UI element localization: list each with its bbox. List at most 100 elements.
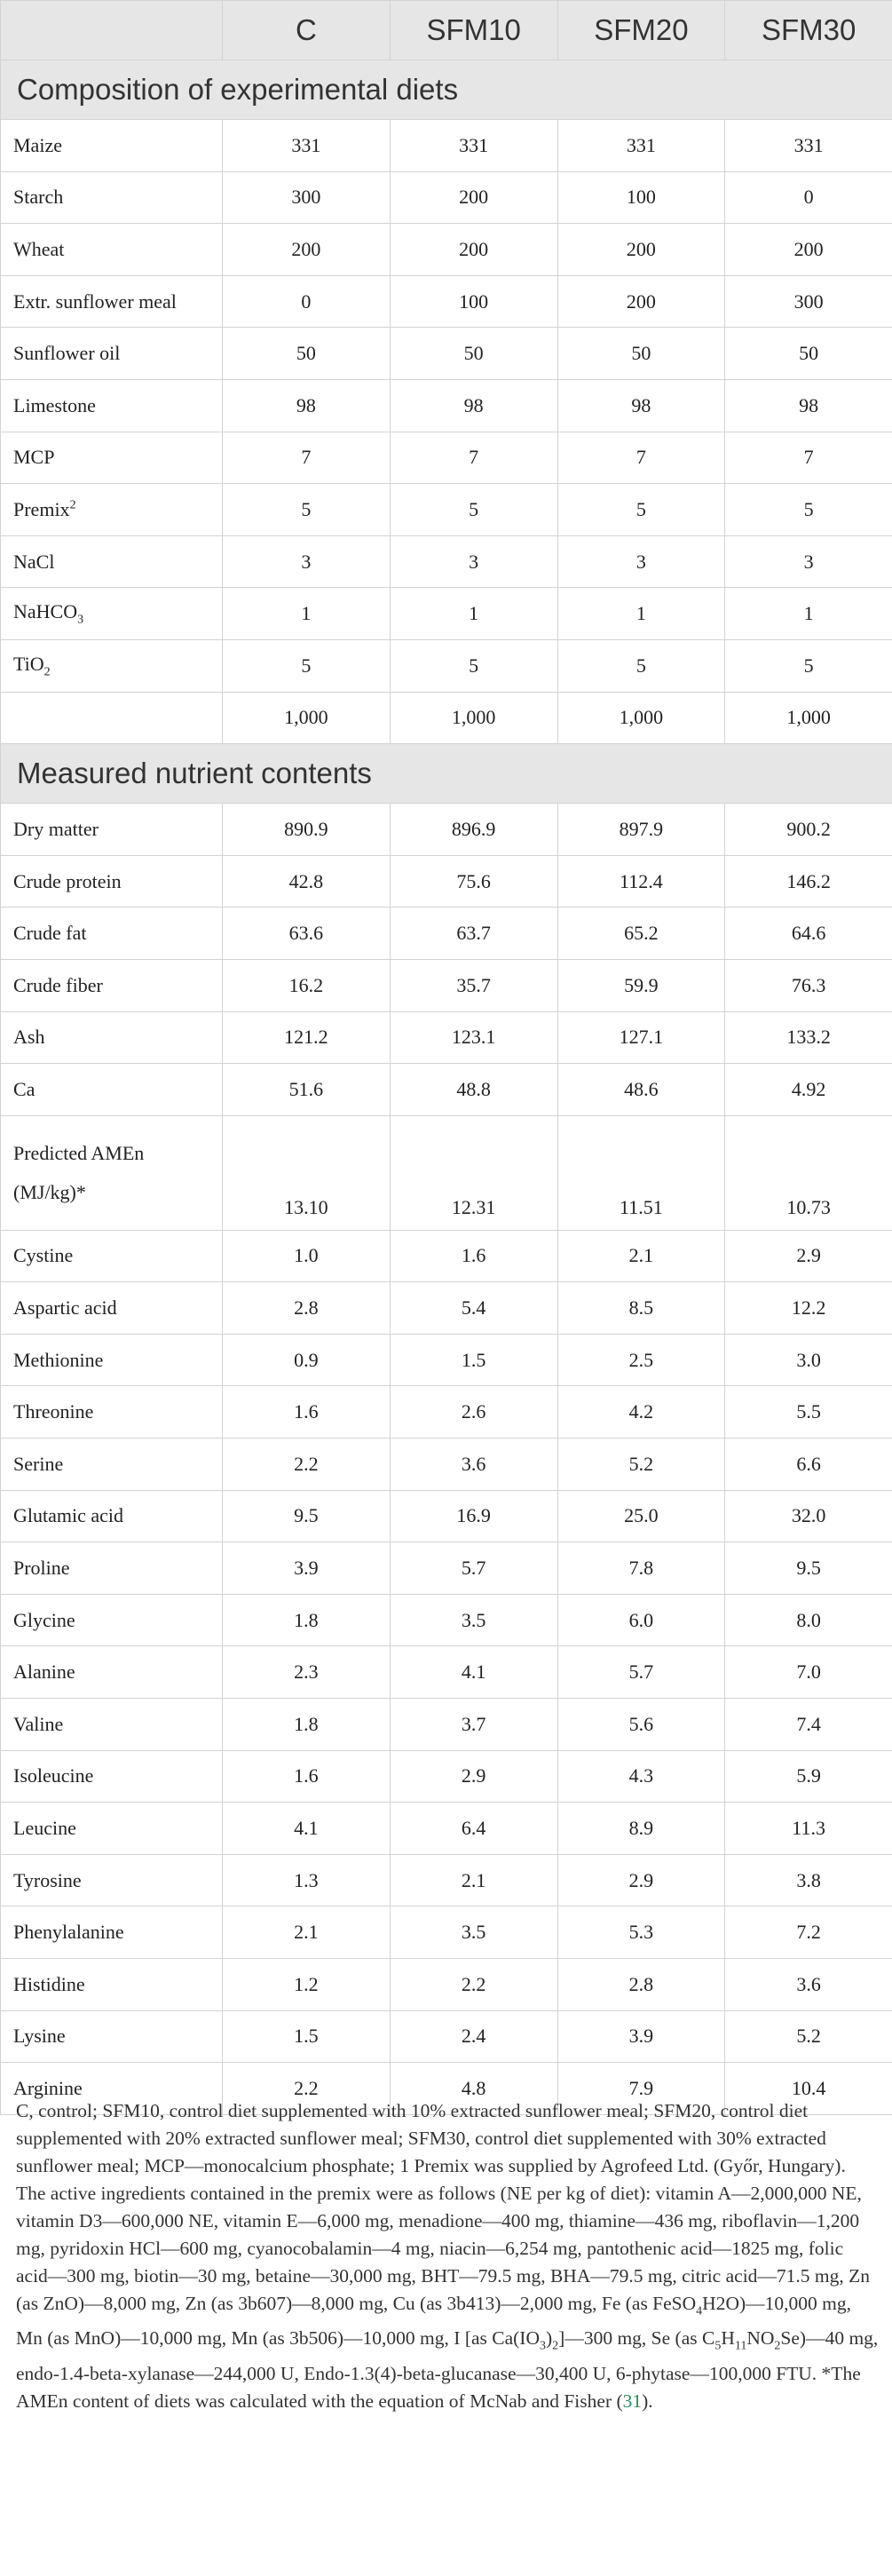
table-row: Leucine 4.1 6.4 8.9 11.3 [0, 1802, 892, 1855]
table-cell: 5.6 [557, 1698, 726, 1751]
table-cell: 146.2 [724, 854, 892, 908]
table-row: Valine 1.8 3.7 5.6 7.4 [0, 1698, 892, 1751]
table-cell: 3 [557, 535, 726, 589]
table-cell: 12.2 [724, 1281, 892, 1335]
section-title: Measured nutrient contents [0, 743, 892, 805]
section-composition-row: Composition of experimental diets [0, 59, 892, 120]
footnote-text: Se)—40 mg, endo-1.4-beta-xylanase—244,00… [16, 2327, 879, 2412]
table-row: Serine 2.2 3.6 5.2 6.6 [0, 1438, 892, 1491]
row-label-text: Alanine [13, 1661, 75, 1684]
table-cell: 16.2 [222, 958, 391, 1012]
table-cell: 3.5 [389, 1906, 558, 1959]
table-cell: 42.8 [222, 854, 391, 908]
table-cell: 5 [724, 483, 892, 536]
table-cell: 11.3 [724, 1802, 892, 1855]
row-label-text: MCP [13, 446, 55, 469]
table-cell: 100 [389, 274, 558, 329]
table-row: Crude fat 63.6 63.7 65.2 64.6 [0, 907, 892, 960]
table-cell: 76.3 [724, 958, 892, 1012]
table-cell: 63.7 [389, 907, 558, 960]
table-cell: 11.51 [557, 1114, 726, 1231]
table-cell: 1.6 [222, 1385, 391, 1439]
row-label-text: Leucine [13, 1817, 76, 1840]
table-cell: 2.1 [557, 1229, 726, 1283]
row-label-text: Arginine [13, 2076, 83, 2099]
row-label-text: NaHCO [13, 599, 78, 622]
table-cell: 5.2 [557, 1438, 726, 1491]
table-cell: 1,000 [724, 691, 892, 745]
row-label: MCP [0, 431, 223, 485]
row-label-text: Maize [13, 133, 62, 156]
table-cell: 2.2 [389, 1958, 558, 2011]
table-cell: 200 [557, 274, 726, 329]
row-label: Ca [0, 1063, 223, 1116]
row-label-text: NaCl [13, 550, 55, 573]
table-cell: 63.6 [222, 907, 391, 960]
row-label-text: Isoleucine [13, 1764, 94, 1787]
table-cell: 2.8 [222, 1281, 391, 1335]
table-cell: 0 [222, 274, 391, 329]
header-col-c: C [222, 0, 391, 60]
row-label: Serine [0, 1438, 223, 1491]
table-footnote: C, control; SFM10, control diet suppleme… [16, 2097, 879, 2415]
row-label: Predicted AMEn (MJ/kg)* [0, 1114, 223, 1231]
footnote-sub: 3 [540, 2339, 546, 2353]
table-cell: 98 [389, 378, 558, 432]
row-label-text: Methionine [13, 1348, 104, 1371]
table-cell: 200 [222, 223, 391, 276]
row-label-text: Crude protein [13, 869, 122, 892]
table-cell: 331 [389, 119, 558, 172]
table-cell: 2.2 [222, 1438, 391, 1491]
footnote-text: H2O)—10,000 mg, Mn (as MnO)—10,000 mg, M… [16, 2293, 851, 2350]
footnote-text: H [721, 2327, 735, 2350]
table-cell: 1 [557, 587, 726, 640]
table-cell: 65.2 [557, 907, 726, 960]
table-cell: 64.6 [724, 907, 892, 960]
table-cell: 127.1 [557, 1011, 726, 1065]
table-cell: 7.4 [724, 1698, 892, 1751]
row-label: Alanine [0, 1645, 223, 1700]
table-row: Arginine 2.2 4.8 7.9 10.4 [0, 2062, 892, 2115]
footnote-sub: 5 [714, 2339, 722, 2353]
table-cell: 133.2 [724, 1011, 892, 1065]
table-cell: 331 [724, 119, 892, 172]
table-cell: 300 [222, 170, 391, 225]
table-cell: 1.2 [222, 1958, 391, 2011]
table-row: TiO2 5 5 5 5 [0, 638, 892, 693]
table-row: Glycine 1.8 3.5 6.0 8.0 [0, 1593, 892, 1647]
table-cell: 100 [557, 170, 726, 225]
table-row: Alanine 2.3 4.1 5.7 7.0 [0, 1645, 892, 1700]
row-label: Aspartic acid [0, 1281, 223, 1335]
row-label-text: Sunflower oil [13, 342, 121, 365]
table-row: Cystine 1.0 1.6 2.1 2.9 [0, 1229, 892, 1283]
table-cell: 50 [222, 327, 391, 380]
table-cell: 2.1 [222, 1906, 391, 1959]
table-row: Predicted AMEn (MJ/kg)* 13.10 12.31 11.51 10.… [0, 1114, 892, 1231]
table-header-row: C SFM10 SFM20 SFM30 [0, 0, 892, 60]
table-cell: 6.6 [724, 1438, 892, 1491]
row-label-unit: (MJ/kg)* [13, 1180, 86, 1203]
table-cell: 5 [557, 483, 726, 536]
table-cell: 896.9 [389, 803, 558, 856]
table-cell: 3.6 [389, 1438, 558, 1491]
row-label: Proline [0, 1542, 223, 1595]
table-row: MCP 7 7 7 7 [0, 431, 892, 485]
header-blank-cell [0, 0, 223, 60]
table-row: Dry matter 890.9 896.9 897.9 900.2 [0, 803, 892, 856]
row-label: Wheat [0, 223, 223, 276]
table-cell: 1.6 [389, 1229, 558, 1283]
table-cell: 7.9 [557, 2062, 726, 2115]
table-cell: 9.5 [222, 1489, 391, 1543]
table-cell: 4.92 [724, 1063, 892, 1116]
table-cell: 4.3 [557, 1749, 726, 1803]
row-label-text: Premix [13, 497, 70, 520]
table-cell: 200 [389, 223, 558, 276]
footnote-sub: 2 [774, 2339, 781, 2353]
table-cell: 4.1 [222, 1802, 391, 1855]
row-label-text: Threonine [13, 1400, 94, 1423]
table-body: Composition of experimental diets Maize 33… [0, 59, 892, 2115]
reference-link[interactable]: 31 [622, 2390, 643, 2412]
formula-subscript: 2 [43, 664, 51, 678]
table-cell: 200 [557, 223, 726, 276]
table-row: Proline 3.9 5.7 7.8 9.5 [0, 1542, 892, 1595]
